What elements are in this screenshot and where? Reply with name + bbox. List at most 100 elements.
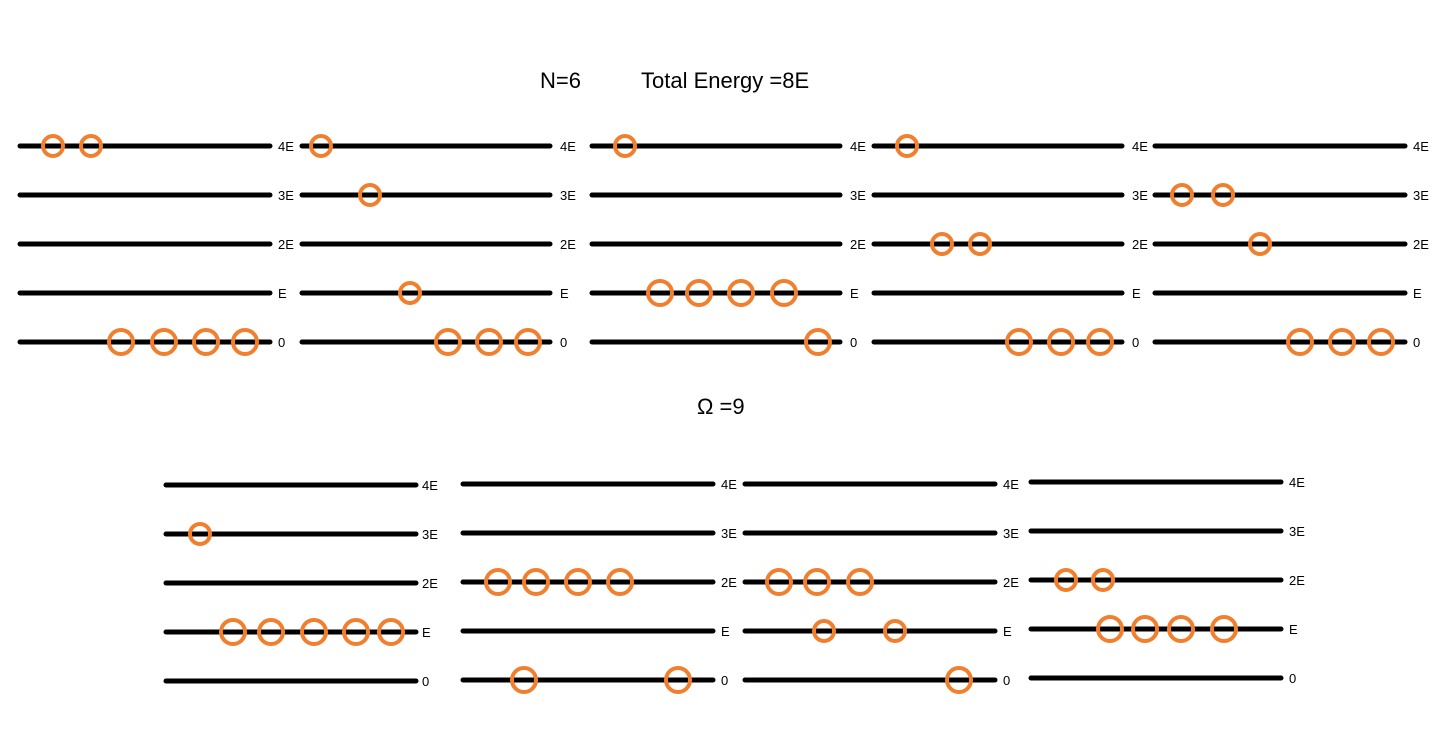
particle-circle — [803, 568, 831, 596]
energy-level-label: E — [1289, 622, 1298, 637]
particle-circle — [192, 328, 220, 356]
particle-circle — [664, 666, 692, 694]
particle-circle — [1248, 232, 1272, 256]
energy-level-label: E — [721, 624, 730, 639]
particle-circle — [1211, 183, 1235, 207]
energy-level-label: 0 — [1413, 335, 1420, 350]
particle-circle — [358, 183, 382, 207]
energy-level-label: 2E — [850, 237, 866, 252]
energy-level-label: E — [1003, 624, 1012, 639]
particle-circle — [883, 619, 907, 643]
energy-level-label: 0 — [721, 673, 728, 688]
energy-level-label: 2E — [278, 237, 294, 252]
energy-level-label: 4E — [560, 139, 576, 154]
particle-circle — [564, 568, 592, 596]
particle-circle — [1328, 328, 1356, 356]
particle-circle — [1367, 328, 1395, 356]
particle-circle — [1054, 568, 1078, 592]
particle-circle — [475, 328, 503, 356]
energy-level-label: 2E — [560, 237, 576, 252]
energy-level-label: E — [560, 286, 569, 301]
particle-circle — [342, 618, 370, 646]
particle-circle — [1091, 568, 1115, 592]
particle-circle — [770, 279, 798, 307]
particle-circle — [522, 568, 550, 596]
particle-circle — [1210, 615, 1238, 643]
particle-circle — [377, 618, 405, 646]
energy-level-label: 3E — [422, 527, 438, 542]
energy-level-label: 4E — [721, 477, 737, 492]
energy-level-label: 4E — [850, 139, 866, 154]
particle-circle — [945, 666, 973, 694]
particle-circle — [1005, 328, 1033, 356]
energy-level-label: 2E — [422, 576, 438, 591]
omega-label: Ω =9 — [697, 394, 745, 419]
particle-circle — [1170, 183, 1194, 207]
particle-circle — [1047, 328, 1075, 356]
particle-circle — [1086, 328, 1114, 356]
particle-circle — [606, 568, 634, 596]
particle-circle — [727, 279, 755, 307]
particle-circle — [510, 666, 538, 694]
energy-level-label: 0 — [1132, 335, 1139, 350]
energy-level-label: E — [278, 286, 287, 301]
energy-level-label: 3E — [1413, 188, 1429, 203]
energy-level-label: 3E — [1289, 524, 1305, 539]
particle-circle — [514, 328, 542, 356]
configuration-panel: 0 E 2E 3E 4E — [299, 134, 576, 356]
particle-circle — [895, 134, 919, 158]
energy-level-label: 2E — [1289, 573, 1305, 588]
particle-circle — [685, 279, 713, 307]
energy-level-label: 3E — [560, 188, 576, 203]
particle-circle — [846, 568, 874, 596]
energy-level-label: 0 — [1003, 673, 1010, 688]
energy-level-label: E — [1132, 286, 1141, 301]
particle-circle — [398, 281, 422, 305]
particle-circle — [930, 232, 954, 256]
particle-circle — [150, 328, 178, 356]
configuration-panel: 0 E 2E 3E 4E — [589, 134, 866, 356]
energy-level-label: 0 — [850, 335, 857, 350]
particle-circle — [765, 568, 793, 596]
energy-level-label: 4E — [1413, 139, 1429, 154]
particle-circle — [107, 328, 135, 356]
energy-level-label: 4E — [1003, 477, 1019, 492]
particle-circle — [257, 618, 285, 646]
particle-circle — [484, 568, 512, 596]
energy-level-label: 0 — [278, 335, 285, 350]
energy-level-label: 0 — [422, 674, 429, 689]
energy-level-label: 2E — [1003, 575, 1019, 590]
energy-level-label: 0 — [1289, 671, 1296, 686]
particle-circle — [804, 328, 832, 356]
configuration-panel: 0 E 2E 3E 4E — [1028, 475, 1305, 686]
particle-circle — [300, 618, 328, 646]
particle-circle — [79, 134, 103, 158]
energy-level-label: 4E — [1289, 475, 1305, 490]
energy-level-label: E — [1413, 286, 1422, 301]
configuration-panel: 0 E 2E 3E 4E — [871, 134, 1148, 356]
total-energy-label: Total Energy =8E — [641, 68, 810, 93]
configuration-panel: 0 E 2E 3E 4E — [460, 477, 737, 694]
particle-circle — [219, 618, 247, 646]
energy-level-label: 0 — [560, 335, 567, 350]
configuration-panel: 0 E 2E 3E 4E — [17, 134, 294, 356]
particle-circle — [188, 522, 212, 546]
particle-circle — [1286, 328, 1314, 356]
configuration-panel: 0 E 2E 3E 4E — [742, 477, 1019, 694]
energy-level-label: 3E — [278, 188, 294, 203]
particle-count-label: N=6 — [540, 68, 581, 93]
energy-level-label: 4E — [1132, 139, 1148, 154]
energy-level-label: 3E — [850, 188, 866, 203]
energy-level-label: 3E — [721, 526, 737, 541]
particle-circle — [968, 232, 992, 256]
energy-level-label: 2E — [1413, 237, 1429, 252]
energy-level-label: E — [850, 286, 859, 301]
configuration-panel: 0 E 2E 3E 4E — [163, 478, 438, 689]
energy-level-label: 2E — [721, 575, 737, 590]
energy-level-label: 3E — [1003, 526, 1019, 541]
particle-circle — [812, 619, 836, 643]
particle-circle — [1096, 615, 1124, 643]
energy-level-label: E — [422, 625, 431, 640]
particle-circle — [646, 279, 674, 307]
